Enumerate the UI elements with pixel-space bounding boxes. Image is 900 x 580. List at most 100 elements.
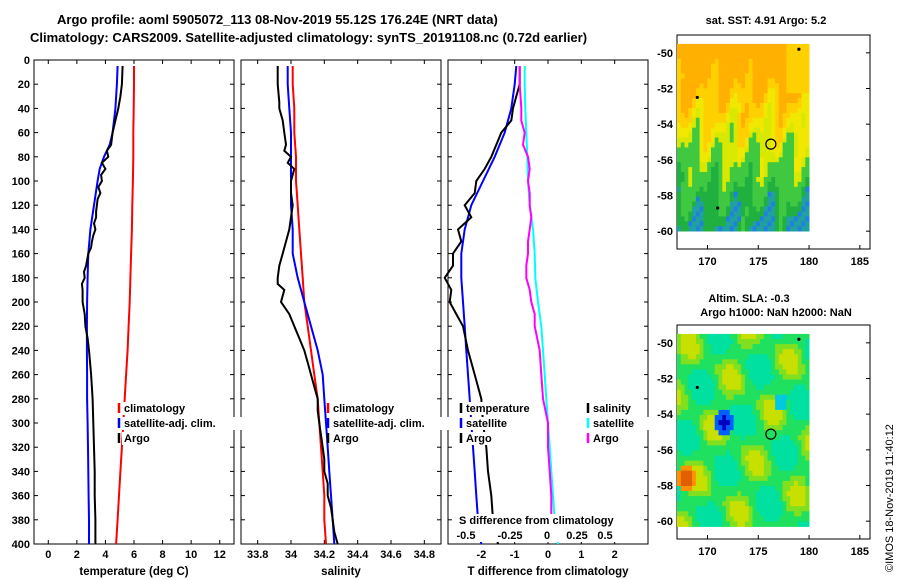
sla-map-cell: [677, 506, 682, 512]
x-tick-label: 34.8: [414, 549, 435, 561]
sst-map-cell: [760, 142, 765, 148]
sst-map-cell: [711, 201, 716, 207]
sst-map-cell: [760, 147, 765, 153]
sst-map-cell: [771, 152, 776, 158]
sst-map-cell: [699, 48, 704, 55]
sla-map-cell: [718, 470, 723, 477]
sla-map-cell: [718, 430, 723, 436]
sla-map-cell: [684, 425, 689, 431]
sla-map-cell: [714, 480, 719, 487]
sst-map-y-tick-label: -50: [657, 48, 673, 60]
sst-map-cell: [748, 112, 753, 119]
sla-map-cell: [790, 359, 795, 365]
sst-map-cell: [801, 172, 806, 178]
sst-map-cell: [797, 181, 802, 188]
sst-map-cell: [775, 98, 780, 104]
sla-map-cell: [805, 475, 810, 482]
sla-map-cell: [797, 511, 802, 517]
sst-map-cell: [699, 78, 704, 84]
sla-map-cell: [711, 475, 716, 482]
sst-map-cell: [756, 53, 761, 60]
sst-map-cell: [801, 142, 806, 148]
sst-map-cell: [726, 196, 731, 202]
sst-map-cell: [707, 73, 712, 79]
sla-map-cell: [714, 455, 719, 462]
sla-map-cell: [707, 344, 712, 350]
sst-map-cell: [782, 78, 787, 84]
sst-map-cell: [760, 191, 765, 197]
sst-map-cell: [744, 78, 750, 84]
sla-map-cell: [711, 364, 716, 370]
sla-map-cell: [775, 369, 780, 375]
sla-map-cell: [695, 399, 701, 406]
sst-map-cell: [752, 122, 757, 129]
sst-map-cell: [737, 137, 742, 143]
sst-map-cell: [726, 186, 731, 193]
sla-map-cell: [722, 404, 727, 411]
sla-map-cell: [737, 501, 742, 507]
sst-map-cell: [737, 127, 742, 133]
sst-map-cell: [729, 162, 734, 168]
sla-map-cell: [707, 440, 712, 446]
sst-map-cell: [805, 93, 810, 99]
sst-map-cell: [729, 112, 734, 119]
sla-map-cell: [741, 389, 746, 396]
sla-map-cell: [790, 425, 795, 431]
sst-map-cell: [677, 201, 682, 207]
sst-map-cell: [733, 181, 738, 188]
sst-map-cell: [748, 73, 753, 79]
sla-map-cell: [760, 470, 765, 477]
sla-map-cell: [695, 369, 701, 375]
sst-map-cell: [726, 221, 731, 227]
sst-map-cell: [794, 142, 799, 148]
sla-map-cell: [801, 420, 806, 426]
sst-map-cell: [752, 108, 757, 114]
sst-map-cell: [752, 83, 757, 89]
sst-map-cell: [771, 177, 776, 183]
sla-map-cell: [718, 384, 723, 391]
sst-map-cell: [729, 221, 734, 227]
sla-map-cell: [760, 450, 765, 456]
sla-map-cell: [794, 465, 799, 472]
sla-map-cell: [722, 379, 727, 385]
sla-map-cell: [711, 506, 716, 512]
sst-map-cell: [760, 167, 765, 173]
sla-map-cell: [733, 516, 738, 522]
sst-map-cell: [775, 201, 780, 207]
sst-map-cell: [733, 63, 738, 69]
sst-map-cell: [722, 157, 727, 163]
sst-map-cell: [767, 93, 772, 99]
sla-map-cell: [790, 496, 795, 502]
sla-map-cell: [726, 354, 731, 360]
sla-map-cell: [677, 333, 682, 340]
sst-map-cell: [729, 196, 734, 202]
sla-map-cell: [794, 333, 799, 340]
sst-map-cell: [752, 181, 757, 188]
sst-map-cell: [756, 98, 761, 104]
sst-map-cell: [737, 152, 742, 158]
sst-map-cell: [729, 211, 734, 217]
sla-map-cell: [744, 506, 750, 512]
sst-map-float-dot: [716, 206, 720, 210]
sst-map-cell: [797, 226, 802, 232]
sla-map-cell: [680, 369, 685, 375]
sst-map-cell: [699, 137, 704, 143]
sst-map-cell: [684, 98, 689, 104]
sla-map-cell: [744, 501, 750, 507]
sla-map-cell: [782, 374, 787, 380]
sla-map-cell: [775, 389, 780, 396]
sla-map-cell: [699, 404, 704, 411]
sst-map-cell: [790, 122, 795, 129]
sla-map-cell: [797, 491, 802, 497]
sla-map-cell: [684, 404, 689, 411]
sla-map-cell: [756, 409, 761, 416]
sst-map-cell: [771, 211, 776, 217]
sst-map-cell: [688, 191, 693, 197]
sst-map-cell: [733, 201, 738, 207]
sla-map-cell: [733, 374, 738, 380]
sst-map-cell: [790, 221, 795, 227]
sst-map-cell: [718, 108, 723, 114]
sla-map-cell: [729, 435, 734, 441]
sst-map-cell: [760, 177, 765, 183]
sla-map-cell: [756, 420, 761, 426]
